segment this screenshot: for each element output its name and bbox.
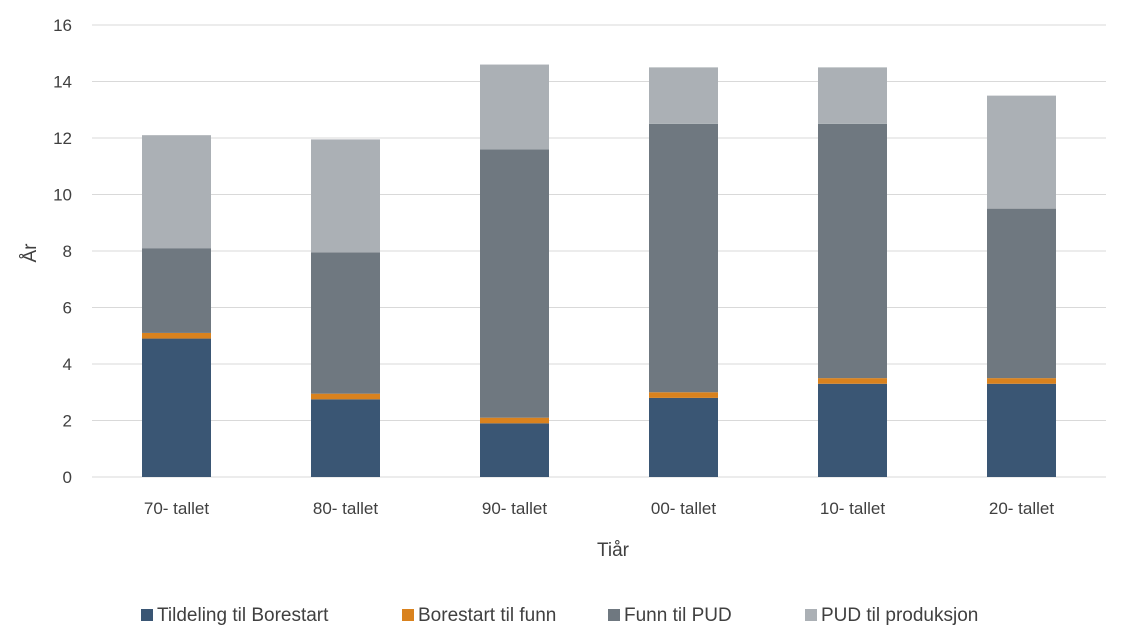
x-tick-label: 10- tallet (820, 499, 885, 518)
legend-label: PUD til produksjon (821, 605, 978, 626)
bar-segment (818, 378, 887, 384)
legend-swatch (805, 609, 817, 621)
y-tick-label: 6 (63, 299, 72, 318)
legend-label: Tildeling til Borestart (157, 605, 329, 626)
x-tick-label: 00- tallet (651, 499, 716, 518)
y-tick-label: 8 (63, 242, 72, 261)
bar-segment (818, 67, 887, 124)
bar-segment (311, 393, 380, 400)
bar-segment (311, 139, 380, 253)
bar-segment (987, 208, 1056, 379)
legend-swatch (402, 609, 414, 621)
bar-segment (480, 423, 549, 477)
legend-label: Funn til PUD (624, 605, 732, 626)
y-tick-label: 10 (53, 186, 72, 205)
x-tick-label: 80- tallet (313, 499, 378, 518)
y-tick-label: 0 (63, 468, 72, 487)
bar-segment (142, 332, 211, 339)
bar-segment (311, 399, 380, 477)
bar-segment (987, 95, 1056, 209)
gridlines (92, 24, 1106, 478)
bar-segment (649, 67, 718, 124)
bar-segment (987, 383, 1056, 477)
y-tick-label: 14 (53, 73, 72, 92)
bar-segment (987, 378, 1056, 384)
legend-label: Borestart til funn (418, 605, 556, 626)
bar-segment (311, 252, 380, 394)
bar-segment (649, 397, 718, 477)
bar-segment (649, 123, 718, 393)
y-tick-label: 16 (53, 16, 72, 35)
bar-segment (818, 383, 887, 477)
bar-segment (142, 248, 211, 333)
bars (142, 64, 1056, 477)
legend: Tildeling til Borestart Borestart til fun… (141, 605, 978, 626)
bar-segment (480, 64, 549, 150)
x-axis-ticks: 70- tallet 80- tallet 90- tallet 00- tallet… (144, 499, 1054, 518)
legend-swatch (141, 609, 153, 621)
bar-segment (142, 135, 211, 249)
x-tick-label: 70- tallet (144, 499, 209, 518)
y-axis-title: År (20, 243, 41, 263)
bar-segment (142, 338, 211, 477)
x-tick-label: 20- tallet (989, 499, 1054, 518)
bar-segment (480, 417, 549, 424)
bar-segment (649, 392, 718, 398)
legend-swatch (608, 609, 620, 621)
y-tick-label: 2 (63, 412, 72, 431)
bar-segment (818, 123, 887, 379)
x-tick-label: 90- tallet (482, 499, 547, 518)
y-axis-ticks: 0 2 4 6 8 10 12 14 16 (53, 16, 72, 487)
x-axis-title: Tiår (597, 540, 630, 561)
y-tick-label: 4 (63, 355, 72, 374)
y-tick-label: 12 (53, 129, 72, 148)
bar-segment (480, 149, 549, 418)
